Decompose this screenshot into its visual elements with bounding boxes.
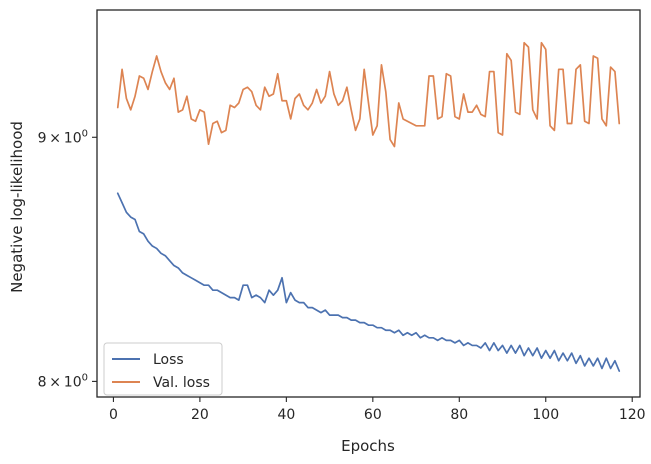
y-tick-label: 9 × 100 [38,128,88,146]
x-tick-label: 120 [619,407,646,423]
legend-label-loss: Loss [153,352,184,368]
y-axis-label: Negative log-likelihood [8,121,26,293]
x-tick-label: 60 [364,407,382,423]
series-line-val-loss [116,41,621,148]
legend: Loss Val. loss [103,342,223,396]
x-axis: 0 20 40 60 80 100 120 [109,397,646,423]
plot-frame [96,9,641,398]
x-tick-label: 0 [109,407,118,423]
x-tick-label: 80 [450,407,468,423]
x-axis-label: Epochs [341,437,395,455]
series-line-loss [116,192,621,372]
x-tick-label: 100 [532,407,559,423]
x-tick-label: 20 [191,407,209,423]
x-tick-label: 40 [277,407,295,423]
legend-label-val-loss: Val. loss [153,375,210,391]
series-layer [116,41,621,372]
y-axis: 8 × 100 9 × 100 [38,128,97,390]
y-tick-label: 8 × 100 [38,372,88,390]
